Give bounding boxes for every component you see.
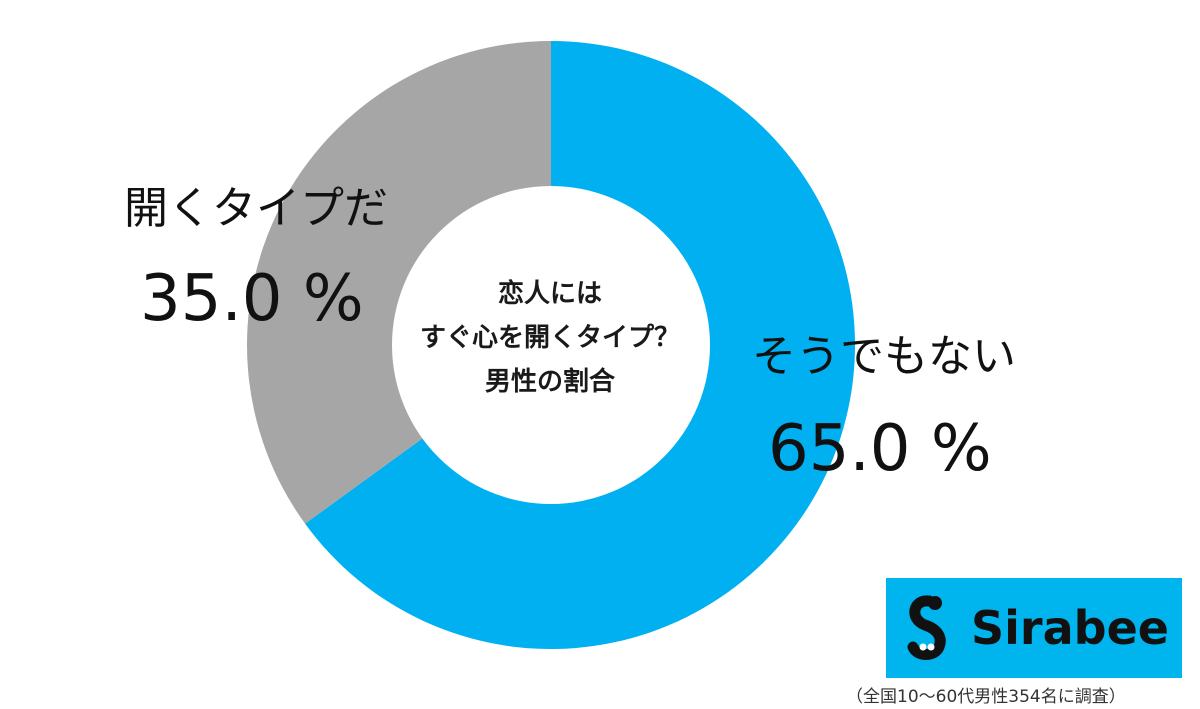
slice-value-not-really: 65.0 % [768, 412, 992, 486]
survey-footnote: （全国10～60代男性354名に調査） [846, 687, 1126, 707]
chart-title-line-3: 男性の割合 [484, 367, 615, 397]
slice-label-not-really: そうでもない [752, 331, 1016, 382]
slice-value-open-type: 35.0 % [140, 262, 364, 336]
chart-title-line-2: すぐ心を開くタイプ？ [419, 323, 680, 353]
slice-open-type [247, 41, 551, 524]
chart-title: 恋人には すぐ心を開くタイプ？ 男性の割合 [400, 272, 700, 404]
slice-label-open-type: 開くタイプだ [124, 183, 388, 234]
chart-title-line-1: 恋人には [497, 279, 602, 309]
sirabee-logo-text: Sirabee [971, 601, 1169, 655]
sirabee-swan-icon [907, 595, 946, 660]
sirabee-logo: Sirabee [886, 578, 1182, 678]
donut-hole [392, 186, 710, 504]
